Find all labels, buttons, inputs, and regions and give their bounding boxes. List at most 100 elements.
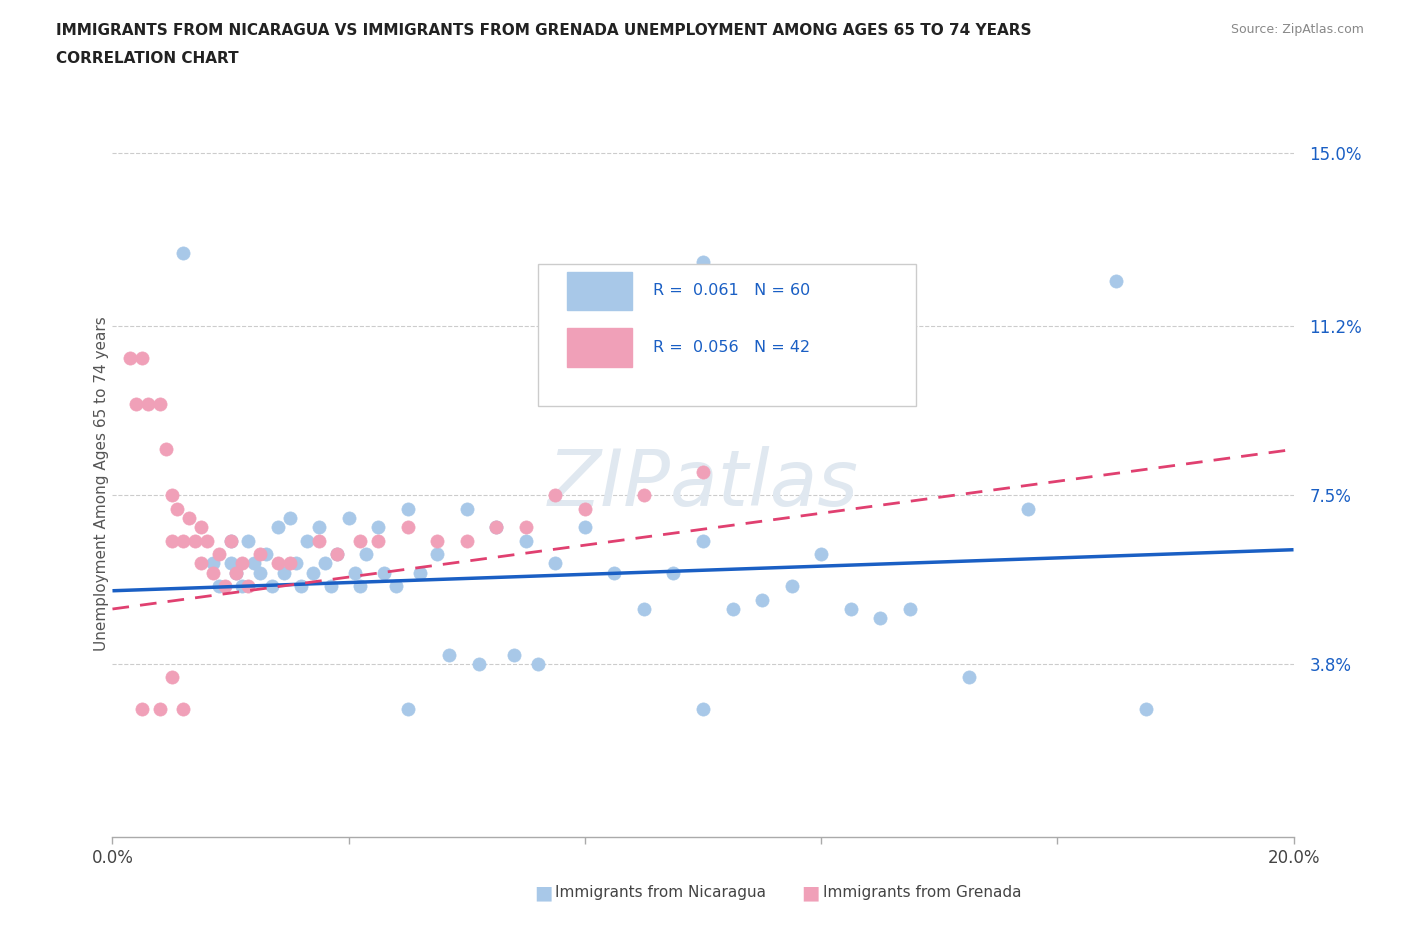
Text: IMMIGRANTS FROM NICARAGUA VS IMMIGRANTS FROM GRENADA UNEMPLOYMENT AMONG AGES 65 : IMMIGRANTS FROM NICARAGUA VS IMMIGRANTS … [56,23,1032,38]
Point [190,556,212,571]
Text: R =  0.061   N = 60: R = 0.061 N = 60 [654,284,811,299]
Point [131,351,153,365]
Point [485,520,508,535]
Point [692,533,714,548]
Point [231,578,253,593]
Point [201,556,224,571]
Point [326,547,349,562]
Point [319,578,342,593]
Point [160,533,183,548]
Point [396,501,419,516]
Point [219,533,242,548]
Text: ■: ■ [534,884,553,902]
Point [751,592,773,607]
Point [408,565,430,580]
Point [367,533,389,548]
Point [249,547,271,562]
Point [544,556,567,571]
Point [349,533,371,548]
Point [201,565,224,580]
Point [326,547,349,562]
Point [526,657,548,671]
Point [225,565,247,580]
Point [166,501,188,516]
Point [214,578,236,593]
Point [249,565,271,580]
Point [396,702,419,717]
Point [373,565,395,580]
Point [503,647,526,662]
Point [179,511,201,525]
Point [574,520,596,535]
Point [314,556,336,571]
Point [633,602,655,617]
Point [225,565,247,580]
Text: ■: ■ [801,884,820,902]
Point [308,520,330,535]
Bar [567,272,633,311]
FancyBboxPatch shape [537,264,915,405]
Point [160,487,183,502]
Text: Immigrants from Nicaragua: Immigrants from Nicaragua [555,885,766,900]
Point [898,602,921,617]
Point [437,647,460,662]
Point [190,520,212,535]
Point [337,511,360,525]
Point [231,556,253,571]
Point [273,565,295,580]
Point [1017,501,1039,516]
Point [574,501,596,516]
Point [367,520,389,535]
Bar [567,328,633,367]
Point [1105,273,1128,288]
Point [160,670,183,684]
Point [278,556,301,571]
Point [267,556,290,571]
Point [149,396,172,411]
Text: Source: ZipAtlas.com: Source: ZipAtlas.com [1230,23,1364,36]
Point [260,578,283,593]
Point [302,565,325,580]
Point [485,520,508,535]
Point [426,547,449,562]
Point [839,602,862,617]
Point [172,533,194,548]
Point [219,533,242,548]
Point [780,578,803,593]
Point [869,611,891,626]
Point [120,351,142,365]
Point [136,396,159,411]
Point [385,578,408,593]
Point [238,578,260,593]
Point [184,533,207,548]
Point [692,702,714,717]
Point [515,533,537,548]
Point [195,533,218,548]
Point [467,657,489,671]
Point [131,702,153,717]
Point [208,547,231,562]
Point [267,520,290,535]
Point [456,533,478,548]
Point [238,533,260,548]
Point [243,556,266,571]
Point [172,702,194,717]
Point [125,396,148,411]
Point [515,520,537,535]
Point [603,565,626,580]
Text: ZIPatlas: ZIPatlas [547,445,859,522]
Point [692,465,714,480]
Text: R =  0.056   N = 42: R = 0.056 N = 42 [654,340,810,355]
Point [308,533,330,548]
Point [208,578,231,593]
Point [254,547,277,562]
Point [692,255,714,270]
Point [544,487,567,502]
Point [278,511,301,525]
Point [1135,702,1157,717]
Point [721,602,744,617]
Point [633,487,655,502]
Text: CORRELATION CHART: CORRELATION CHART [56,51,239,66]
Point [172,246,194,260]
Point [349,578,371,593]
